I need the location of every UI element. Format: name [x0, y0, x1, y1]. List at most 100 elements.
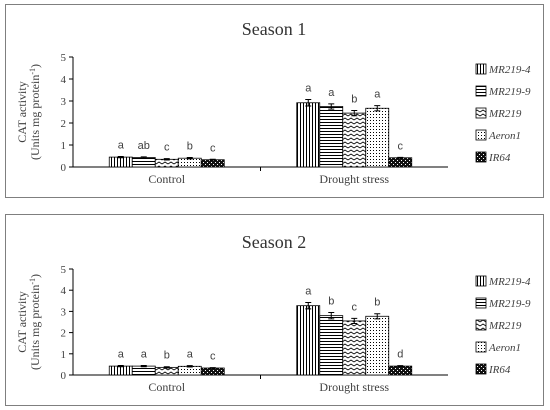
legend-swatch: [475, 341, 487, 353]
bar-aeron1: [365, 315, 390, 376]
legend-swatch: [475, 275, 487, 287]
bar-mr219-4: [108, 365, 133, 376]
significance-letter: a: [187, 349, 194, 361]
legend-swatch: [475, 151, 487, 163]
legend-swatch: [475, 319, 487, 331]
x-category-label: Control: [148, 172, 185, 186]
bar-mr219-4: [296, 305, 321, 376]
chart-title: Season 1: [242, 19, 307, 39]
bar-mr219-9: [131, 365, 156, 376]
legend-label: MR219-4: [488, 276, 531, 288]
error-bar: [351, 109, 358, 117]
significance-letter: b: [374, 297, 380, 309]
bar-mr219: [342, 320, 367, 376]
legend-label: MR219: [488, 320, 522, 332]
legend-swatch: [475, 129, 487, 141]
chart-title: Season 2: [242, 232, 307, 252]
legend-swatch: [475, 63, 487, 75]
significance-letter: b: [328, 295, 334, 307]
bar-ir64: [200, 159, 225, 168]
significance-letter: c: [164, 142, 170, 154]
y-axis-label: CAT activity(Units mg protein-1): [15, 64, 42, 160]
legend-label: IR64: [488, 152, 511, 164]
season-2-bar-chart: Season 2 CAT activity(Units mg protein-1)…: [15, 232, 531, 394]
legend-label: MR219-9: [488, 298, 531, 310]
significance-letter: c: [352, 301, 358, 313]
significance-letter: b: [351, 93, 357, 105]
legend-label: Aeron1: [488, 130, 521, 142]
y-axis-label: CAT activity(Units mg protein-1): [15, 274, 42, 370]
error-bar: [186, 365, 193, 368]
y-tick-label: 1: [61, 140, 67, 152]
y-tick-label: 4: [61, 74, 67, 86]
significance-letter: a: [328, 87, 335, 99]
legend-label: IR64: [488, 364, 511, 376]
error-bar: [117, 155, 124, 159]
y-tick-label: 4: [61, 285, 67, 297]
bar-mr219: [154, 366, 179, 376]
legend-swatch: [475, 85, 487, 97]
error-bar: [209, 367, 216, 369]
error-bar: [140, 364, 147, 368]
error-bar: [351, 317, 358, 324]
error-bar: [374, 105, 381, 112]
significance-letter: a: [141, 348, 148, 360]
legend-label: MR219: [488, 108, 522, 120]
season-1-chart-panel: Season 1 CAT activity(Units mg protein-1)…: [5, 4, 544, 198]
season-2-chart-panel: Season 2 CAT activity(Units mg protein-1)…: [5, 214, 544, 406]
significance-letter: c: [398, 140, 404, 152]
x-category-label: Drought stress: [319, 380, 389, 394]
y-tick-label: 5: [61, 52, 67, 64]
error-bar: [117, 364, 124, 368]
y-tick-label: 2: [61, 118, 67, 130]
significance-letter: c: [210, 351, 216, 363]
error-bar: [163, 366, 170, 369]
x-category-label: Control: [148, 380, 185, 394]
significance-letter: a: [118, 139, 125, 151]
bar-aeron1: [177, 157, 202, 168]
error-bar: [186, 157, 193, 160]
legend-swatch: [475, 107, 487, 119]
significance-letter: a: [305, 82, 312, 94]
bar-mr219-9: [131, 157, 156, 168]
season-1-bar-chart: Season 1 CAT activity(Units mg protein-1)…: [15, 19, 531, 186]
error-bar: [305, 98, 312, 107]
y-tick-label: 0: [61, 370, 67, 382]
legend-label: MR219-9: [488, 86, 531, 98]
y-tick-label: 3: [61, 306, 67, 318]
significance-letter: b: [164, 350, 170, 362]
y-tick-label: 0: [61, 162, 67, 174]
legend-swatch: [475, 297, 487, 309]
significance-letter: a: [118, 348, 125, 360]
error-bar: [140, 156, 147, 159]
error-bar: [397, 365, 404, 368]
x-category-label: Drought stress: [319, 172, 389, 186]
error-bar: [305, 301, 312, 310]
bar-ir64: [388, 157, 413, 168]
error-bar: [328, 311, 335, 320]
bar-aeron1: [177, 365, 202, 376]
y-tick-label: 3: [61, 96, 67, 108]
legend-label: Aeron1: [488, 342, 521, 354]
legend-swatch: [475, 363, 487, 375]
bar-aeron1: [365, 107, 390, 168]
significance-letter: d: [397, 349, 403, 361]
y-tick-label: 1: [61, 349, 67, 361]
error-bar: [163, 158, 170, 161]
significance-letter: b: [187, 141, 193, 153]
legend-label: MR219-4: [488, 64, 531, 76]
bar-mr219: [342, 112, 367, 168]
error-bar: [397, 156, 404, 159]
error-bar: [209, 158, 216, 161]
bar-ir64: [200, 367, 225, 376]
significance-letter: a: [374, 89, 381, 101]
bar-ir64: [388, 365, 413, 376]
bar-mr219-9: [319, 106, 344, 168]
bar-mr219-9: [319, 315, 344, 376]
y-tick-label: 2: [61, 328, 67, 340]
bar-mr219-4: [108, 156, 133, 168]
significance-letter: a: [305, 285, 312, 297]
error-bar: [328, 103, 335, 110]
significance-letter: c: [210, 142, 216, 154]
significance-letter: ab: [138, 140, 150, 152]
